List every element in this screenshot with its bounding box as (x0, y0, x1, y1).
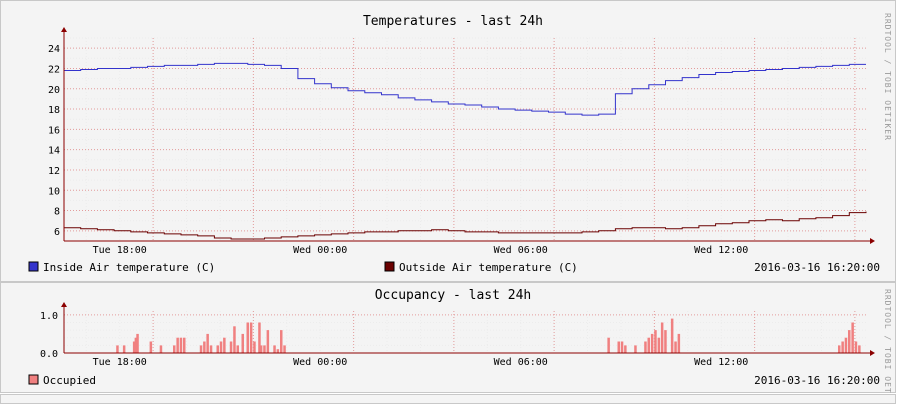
y-tick-label: 6 (54, 227, 60, 238)
y-axis-arrow (61, 302, 67, 307)
occupancy-bar (273, 345, 276, 353)
occupancy-bar (209, 345, 213, 353)
occupancy-bar (136, 333, 139, 353)
y-tick-label: 14 (48, 146, 60, 157)
y-axis-arrow (61, 27, 67, 32)
x-tick-label: Tue 18:00 (93, 357, 147, 368)
occupancy-bar (199, 345, 203, 353)
x-tick-label: Wed 00:00 (293, 357, 347, 368)
y-tick-label: 10 (48, 186, 60, 197)
x-tick-label: Wed 00:00 (293, 245, 347, 256)
y-tick-label: 20 (48, 85, 60, 96)
occupancy-bar (203, 341, 206, 353)
x-tick-label: Tue 18:00 (93, 245, 147, 256)
occupancy-bar (229, 341, 233, 353)
occupancy-bar (647, 337, 650, 353)
occupancy-bar (179, 337, 183, 353)
timestamp: 2016-03-16 16:20:00 (754, 261, 880, 274)
watermark: RRDTOOL / TOBI OETIKER (883, 289, 892, 394)
occupancy-bar (650, 333, 654, 353)
occupancy-bar (223, 337, 226, 353)
legend-label-occupied: Occupied (43, 374, 96, 387)
y-tick-label: 22 (48, 64, 60, 75)
occupancy-bar (657, 337, 661, 353)
y-tick-label: 18 (48, 105, 60, 116)
occupancy-bar (654, 330, 657, 353)
occupancy-bar (159, 345, 163, 353)
x-axis-arrow (870, 350, 875, 356)
occupancy-bar (183, 337, 186, 353)
y-tick-label: 0.0 (40, 349, 58, 360)
occupancy-bar (858, 345, 861, 353)
occupancy-bar (258, 322, 261, 353)
occupancy-bar (241, 333, 244, 353)
occupancy-bar (664, 330, 667, 353)
occupancy-bar (617, 341, 620, 353)
occupancy-bar (851, 322, 854, 353)
x-axis-arrow (870, 238, 875, 244)
y-tick-label: 1.0 (40, 311, 58, 322)
occupancy-bar (670, 318, 674, 353)
y-tick-label: 12 (48, 166, 60, 177)
temperature-chart-panel: Temperatures - last 24h 6 8 10 12 14 16 18 20 22… (0, 0, 896, 282)
y-tick-label: 8 (54, 207, 60, 218)
occupancy-bar (624, 345, 627, 353)
legend-swatch-occupied (28, 374, 39, 385)
y-tick-label: 16 (48, 125, 60, 136)
occupancy-bar (838, 345, 841, 353)
occupancy-bar (634, 345, 637, 353)
occupancy-bar (219, 341, 223, 353)
occupancy-bar (280, 330, 283, 353)
next-chart-panel (0, 394, 896, 404)
temperature-chart: Temperatures - last 24h 6 8 10 12 14 16 18 20 22… (28, 13, 892, 274)
occupancy-bar (644, 341, 647, 353)
occupancy-bar (149, 341, 153, 353)
occupancy-bar (253, 341, 256, 353)
x-tick-label: Wed 06:00 (494, 357, 548, 368)
occupancy-chart-panel: Occupancy - last 24h 0.0 1.0 Tue 18:00 Wed… (0, 282, 896, 394)
occupancy-bar (266, 330, 270, 353)
legend-label-outside: Outside Air temperature (C) (399, 261, 578, 274)
occupancy-bar (841, 341, 844, 353)
occupancy-bar (620, 341, 624, 353)
x-tick-label: Wed 12:00 (694, 357, 748, 368)
occupancy-bar (236, 345, 239, 353)
x-tick-label: Wed 12:00 (694, 245, 748, 256)
series-line-inside (64, 62, 866, 116)
occupancy-bar (132, 341, 136, 353)
legend-swatch-inside (28, 261, 39, 272)
occupancy-bar (134, 337, 138, 353)
occupancy-bar (173, 345, 176, 353)
watermark: RRDTOOL / TOBI OETIKER (883, 13, 892, 141)
y-tick-label: 24 (48, 44, 60, 55)
occupancy-bar (660, 322, 664, 353)
occupancy-bar (607, 337, 610, 353)
occupancy-bar (122, 345, 126, 353)
occupancy-bar (263, 345, 266, 353)
occupancy-bar (233, 326, 236, 353)
occupancy-bar (206, 333, 209, 353)
occupancy-bar (249, 322, 253, 353)
occupancy-bar (216, 345, 219, 353)
chart-title: Temperatures - last 24h (363, 14, 543, 29)
occupancy-bar (677, 333, 681, 353)
timestamp: 2016-03-16 16:20:00 (754, 374, 880, 387)
occupancy-bar (176, 337, 179, 353)
x-tick-label: Wed 06:00 (494, 245, 548, 256)
legend-swatch-outside (384, 261, 395, 272)
occupancy-bar (844, 337, 848, 353)
occupancy-bar (854, 341, 858, 353)
chart-title: Occupancy - last 24h (375, 288, 532, 303)
series-line-outside (64, 211, 867, 240)
occupancy-chart: Occupancy - last 24h 0.0 1.0 Tue 18:00 Wed… (28, 288, 892, 394)
occupancy-bar (259, 345, 263, 353)
occupancy-bar (276, 349, 280, 353)
legend-label-inside: Inside Air temperature (C) (43, 261, 215, 274)
occupancy-bar (283, 345, 286, 353)
occupancy-bar (674, 341, 677, 353)
occupancy-bar (246, 322, 249, 353)
occupancy-bar (848, 330, 851, 353)
occupancy-bar (116, 345, 119, 353)
